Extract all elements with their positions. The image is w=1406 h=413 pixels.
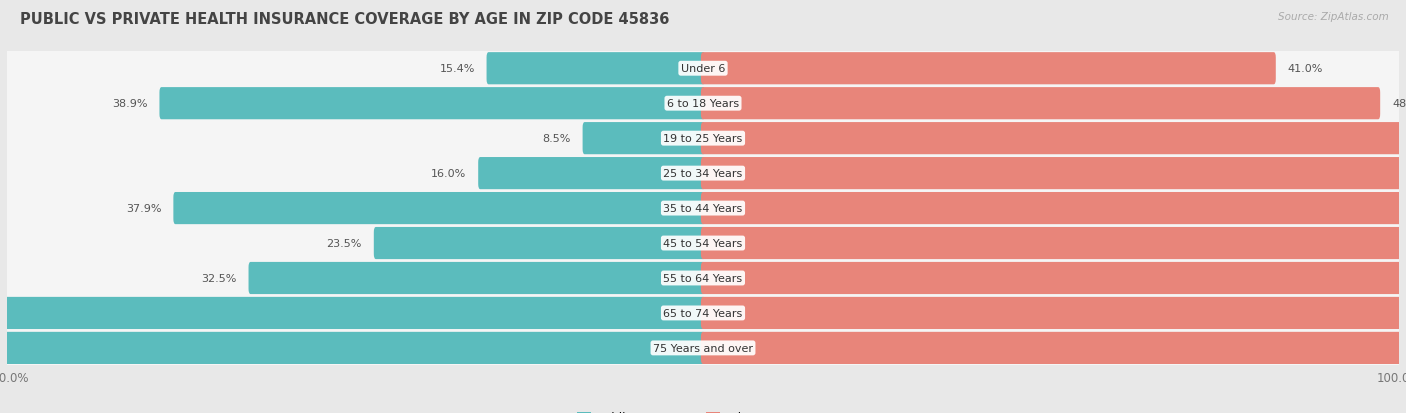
Text: 41.0%: 41.0% (1288, 64, 1323, 74)
FancyBboxPatch shape (3, 183, 1403, 234)
FancyBboxPatch shape (3, 113, 1403, 165)
FancyBboxPatch shape (702, 53, 1275, 85)
FancyBboxPatch shape (3, 148, 1403, 199)
FancyBboxPatch shape (3, 287, 1403, 339)
FancyBboxPatch shape (173, 192, 704, 225)
FancyBboxPatch shape (249, 262, 704, 294)
FancyBboxPatch shape (3, 322, 1403, 374)
FancyBboxPatch shape (702, 88, 1381, 120)
FancyBboxPatch shape (3, 218, 1403, 269)
FancyBboxPatch shape (702, 158, 1406, 190)
Text: 55 to 64 Years: 55 to 64 Years (664, 273, 742, 283)
FancyBboxPatch shape (702, 297, 1406, 329)
Text: 65 to 74 Years: 65 to 74 Years (664, 308, 742, 318)
Text: 19 to 25 Years: 19 to 25 Years (664, 134, 742, 144)
FancyBboxPatch shape (3, 252, 1403, 304)
Text: 45 to 54 Years: 45 to 54 Years (664, 238, 742, 249)
FancyBboxPatch shape (702, 228, 1406, 259)
Text: 75 Years and over: 75 Years and over (652, 343, 754, 353)
FancyBboxPatch shape (486, 53, 704, 85)
Legend: Public Insurance, Private Insurance: Public Insurance, Private Insurance (572, 406, 834, 413)
FancyBboxPatch shape (702, 192, 1406, 225)
Text: 35 to 44 Years: 35 to 44 Years (664, 204, 742, 214)
FancyBboxPatch shape (374, 228, 704, 259)
Text: 6 to 18 Years: 6 to 18 Years (666, 99, 740, 109)
Text: 23.5%: 23.5% (326, 238, 361, 249)
FancyBboxPatch shape (702, 262, 1406, 294)
FancyBboxPatch shape (702, 123, 1406, 155)
Text: 32.5%: 32.5% (201, 273, 236, 283)
Text: 16.0%: 16.0% (432, 169, 467, 179)
FancyBboxPatch shape (0, 297, 704, 329)
Text: 48.5%: 48.5% (1392, 99, 1406, 109)
Text: 25 to 34 Years: 25 to 34 Years (664, 169, 742, 179)
Text: Source: ZipAtlas.com: Source: ZipAtlas.com (1278, 12, 1389, 22)
Text: 38.9%: 38.9% (112, 99, 148, 109)
FancyBboxPatch shape (3, 78, 1403, 130)
Text: 15.4%: 15.4% (439, 64, 475, 74)
Text: PUBLIC VS PRIVATE HEALTH INSURANCE COVERAGE BY AGE IN ZIP CODE 45836: PUBLIC VS PRIVATE HEALTH INSURANCE COVER… (20, 12, 669, 27)
FancyBboxPatch shape (478, 158, 704, 190)
FancyBboxPatch shape (0, 332, 704, 364)
FancyBboxPatch shape (159, 88, 704, 120)
Text: 37.9%: 37.9% (127, 204, 162, 214)
FancyBboxPatch shape (3, 43, 1403, 95)
FancyBboxPatch shape (582, 123, 704, 155)
FancyBboxPatch shape (702, 332, 1406, 364)
Text: Under 6: Under 6 (681, 64, 725, 74)
Text: 8.5%: 8.5% (543, 134, 571, 144)
